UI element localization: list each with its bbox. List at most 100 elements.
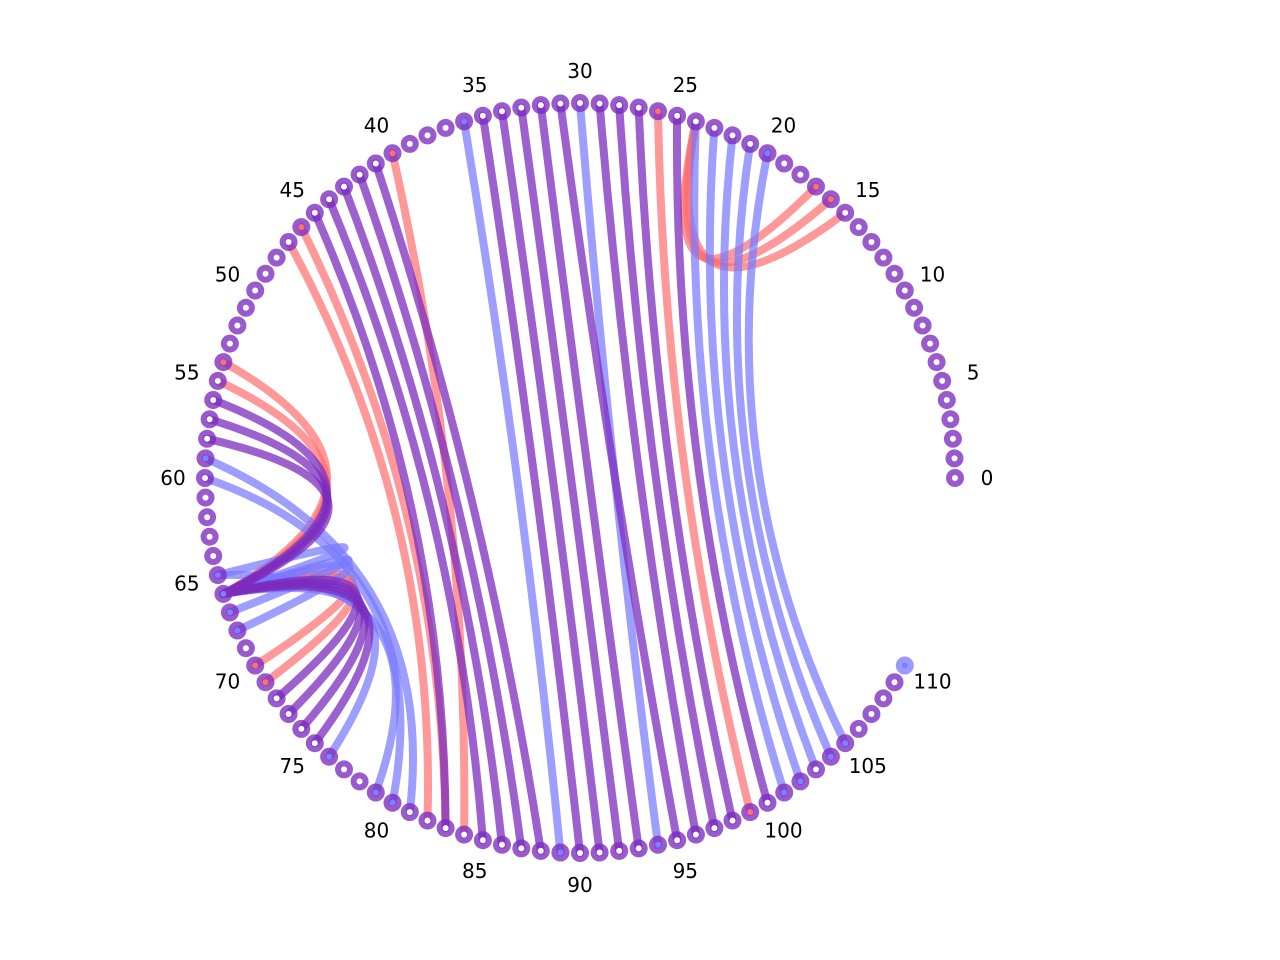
link-29-96 <box>595 99 700 839</box>
node-90 <box>571 844 589 862</box>
link-66-68 <box>219 560 354 635</box>
node-1 <box>945 449 964 468</box>
link-22-103 <box>719 131 820 774</box>
node-5 <box>933 371 952 390</box>
link-28-97 <box>615 101 719 833</box>
node-47 <box>279 233 298 251</box>
node-37 <box>436 118 455 137</box>
node-16 <box>821 190 840 209</box>
link-60-80 <box>201 474 405 807</box>
node-70 <box>246 656 265 675</box>
link-58-66 <box>203 434 333 598</box>
node-63 <box>200 527 219 546</box>
node-27 <box>629 98 648 117</box>
node-11 <box>885 264 904 283</box>
link-47-82 <box>284 238 432 825</box>
node-50 <box>246 281 265 300</box>
node-33 <box>512 98 531 117</box>
tick-label-20: 20 <box>771 114 796 138</box>
node-38 <box>418 126 437 145</box>
tick-label-90: 90 <box>567 873 592 897</box>
node-95 <box>668 831 687 850</box>
node-3 <box>941 410 960 429</box>
tick-label-95: 95 <box>673 859 698 883</box>
node-108 <box>874 689 893 708</box>
node-62 <box>198 508 217 527</box>
node-74 <box>292 719 311 738</box>
link-20-105 <box>744 149 850 748</box>
node-106 <box>849 719 868 738</box>
node-68 <box>228 621 247 640</box>
link-59-81 <box>201 454 417 817</box>
node-7 <box>921 334 940 353</box>
node-79 <box>366 783 385 802</box>
nodes-layer <box>196 94 964 862</box>
node-105 <box>836 734 855 753</box>
node-44 <box>320 190 339 209</box>
node-4 <box>937 391 956 409</box>
node-85 <box>473 831 492 850</box>
link-34-91 <box>498 107 604 857</box>
node-51 <box>236 298 255 317</box>
node-73 <box>279 705 298 723</box>
node-2 <box>943 429 962 448</box>
node-52 <box>228 316 247 335</box>
node-96 <box>686 825 705 844</box>
node-32 <box>531 96 550 115</box>
node-6 <box>927 353 946 372</box>
node-0 <box>946 469 964 487</box>
tick-label-25: 25 <box>673 73 698 97</box>
node-12 <box>874 248 893 267</box>
tick-label-5: 5 <box>967 361 980 385</box>
node-103 <box>807 760 825 779</box>
link-23-102 <box>705 123 805 786</box>
node-58 <box>198 429 217 448</box>
link-36-89 <box>460 117 565 857</box>
node-77 <box>335 760 353 779</box>
link-26-99 <box>654 107 755 817</box>
node-29 <box>590 94 609 113</box>
node-81 <box>400 803 419 822</box>
node-91 <box>590 843 609 862</box>
node-65 <box>208 566 227 585</box>
node-48 <box>267 248 286 267</box>
node-88 <box>531 841 550 860</box>
node-102 <box>791 772 810 791</box>
node-97 <box>705 819 724 838</box>
node-40 <box>383 144 402 163</box>
node-28 <box>610 96 629 115</box>
tick-label-40: 40 <box>364 114 389 138</box>
node-94 <box>649 835 667 854</box>
node-41 <box>366 154 385 173</box>
node-87 <box>512 839 531 858</box>
node-99 <box>741 803 760 822</box>
link-42-87 <box>355 170 526 853</box>
node-24 <box>686 112 705 131</box>
node-9 <box>905 298 924 317</box>
link-44-85 <box>325 195 487 845</box>
node-57 <box>200 410 219 429</box>
tick-label-65: 65 <box>174 571 199 595</box>
node-55 <box>208 371 227 390</box>
node-39 <box>400 134 419 153</box>
node-64 <box>204 547 223 565</box>
tick-label-35: 35 <box>462 73 487 97</box>
node-78 <box>350 772 369 791</box>
link-43-86 <box>340 182 506 849</box>
node-98 <box>723 811 742 830</box>
node-71 <box>256 673 275 692</box>
link-21-104 <box>732 139 835 761</box>
node-35 <box>473 106 492 125</box>
link-27-98 <box>634 103 737 825</box>
node-13 <box>862 233 881 251</box>
node-76 <box>320 747 339 766</box>
node-31 <box>551 94 570 113</box>
tick-label-55: 55 <box>174 361 199 385</box>
tick-label-70: 70 <box>215 670 240 694</box>
link-41-88 <box>371 159 545 855</box>
tick-label-10: 10 <box>920 263 945 287</box>
node-25 <box>668 106 687 125</box>
node-30 <box>571 94 589 112</box>
node-34 <box>493 102 511 121</box>
tick-label-30: 30 <box>567 59 592 83</box>
